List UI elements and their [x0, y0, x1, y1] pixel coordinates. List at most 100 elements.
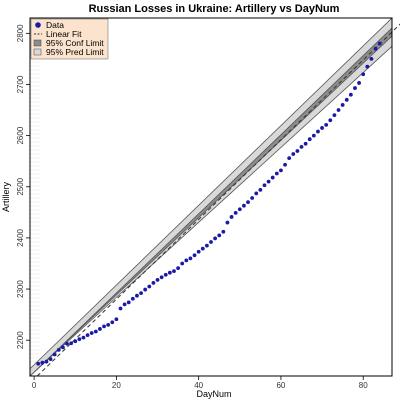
data-point — [204, 243, 209, 248]
legend-box — [30, 18, 109, 60]
data-point — [139, 291, 143, 296]
data-point — [262, 183, 267, 188]
data-point — [348, 92, 353, 97]
data-point — [283, 162, 287, 167]
plot-frame — [29, 17, 393, 377]
legend-pred-marker — [33, 48, 42, 56]
chart-title: Russian Losses in Ukraine: Artillery vs … — [89, 3, 340, 15]
data-point — [118, 306, 123, 311]
data-point — [336, 108, 341, 112]
legend-data-marker — [35, 22, 41, 28]
data-point — [81, 335, 86, 340]
data-point — [299, 144, 304, 149]
y-tick-label: 2600 — [16, 126, 25, 144]
data-point — [114, 317, 119, 322]
x-tick-label: 40 — [194, 381, 203, 390]
data-point — [200, 246, 205, 251]
data-point — [270, 175, 275, 180]
x-axis-label: DayNum — [196, 389, 231, 399]
data-point — [221, 229, 226, 234]
data-point — [237, 207, 242, 212]
data-point — [159, 275, 164, 280]
legend-label-fit: Linear Fit — [46, 29, 82, 39]
data-point — [357, 81, 361, 85]
data-point — [373, 46, 378, 51]
data-point — [69, 341, 74, 346]
data-point — [126, 300, 131, 305]
data-point — [287, 156, 292, 161]
y-axis: 2200 2300 2400 2500 2600 2700 2800 — [16, 24, 30, 349]
data-point — [73, 339, 78, 344]
data-point — [209, 240, 213, 244]
data-point — [229, 215, 234, 219]
data-point — [353, 86, 357, 90]
data-point — [274, 171, 279, 176]
data-point — [369, 57, 374, 61]
data-point — [85, 333, 90, 337]
y-tick-label: 2700 — [16, 75, 25, 93]
data-point — [61, 345, 65, 350]
y-tick-label: 2300 — [16, 280, 25, 298]
data-point — [291, 152, 296, 156]
data-point — [266, 179, 271, 184]
data-point — [242, 203, 246, 208]
data-point — [316, 129, 320, 134]
legend-label-data: Data — [46, 20, 64, 30]
data-point — [320, 126, 324, 130]
data-point — [102, 324, 106, 329]
y-tick-label: 2800 — [16, 24, 25, 42]
fit-layer — [36, 23, 400, 377]
data-point — [106, 322, 111, 327]
data-point — [213, 236, 218, 241]
data-point — [196, 249, 201, 254]
fit-line — [36, 23, 400, 377]
data-point — [279, 168, 283, 173]
legend-label-pred: 95% Pred Limit — [46, 47, 104, 57]
data-point — [40, 360, 45, 365]
data-point — [303, 141, 308, 146]
data-point — [155, 277, 160, 282]
data-point — [151, 281, 156, 285]
y-axis-label: Artillery — [1, 182, 11, 213]
data-point — [44, 359, 49, 364]
data-point — [56, 348, 61, 352]
data-point — [167, 270, 172, 275]
data-point — [328, 118, 333, 123]
data-point — [188, 256, 193, 261]
data-point — [130, 296, 135, 301]
y-tick-label: 2200 — [16, 331, 25, 349]
data-point — [89, 331, 94, 335]
data-point — [36, 361, 41, 366]
legend-conf-marker — [33, 39, 42, 47]
legend: Data Linear Fit 95% Conf Limit 95% Pred … — [30, 18, 109, 60]
data-point — [163, 272, 168, 277]
data-point — [344, 97, 349, 102]
x-tick-label: 20 — [112, 381, 121, 390]
data-point — [233, 210, 238, 215]
data-point — [377, 41, 382, 46]
data-point — [217, 233, 222, 238]
data-point — [172, 269, 176, 274]
data-point — [246, 200, 250, 205]
data-point — [143, 287, 148, 292]
data-point — [225, 220, 230, 225]
data-point — [176, 266, 180, 270]
data-point — [147, 284, 152, 289]
data-point — [110, 320, 115, 325]
data-point — [295, 149, 300, 153]
data-point — [361, 72, 366, 77]
y-tick-label: 2400 — [16, 228, 25, 246]
data-point — [180, 261, 185, 266]
data-point — [258, 187, 263, 192]
x-tick-label: 60 — [276, 381, 285, 390]
data-point — [311, 133, 316, 138]
y-tick-label: 2500 — [16, 177, 25, 195]
data-point — [98, 327, 102, 331]
data-point — [192, 253, 197, 258]
data-point — [48, 357, 53, 362]
data-point — [122, 302, 127, 307]
data-point — [93, 329, 98, 334]
points-layer — [36, 41, 382, 366]
